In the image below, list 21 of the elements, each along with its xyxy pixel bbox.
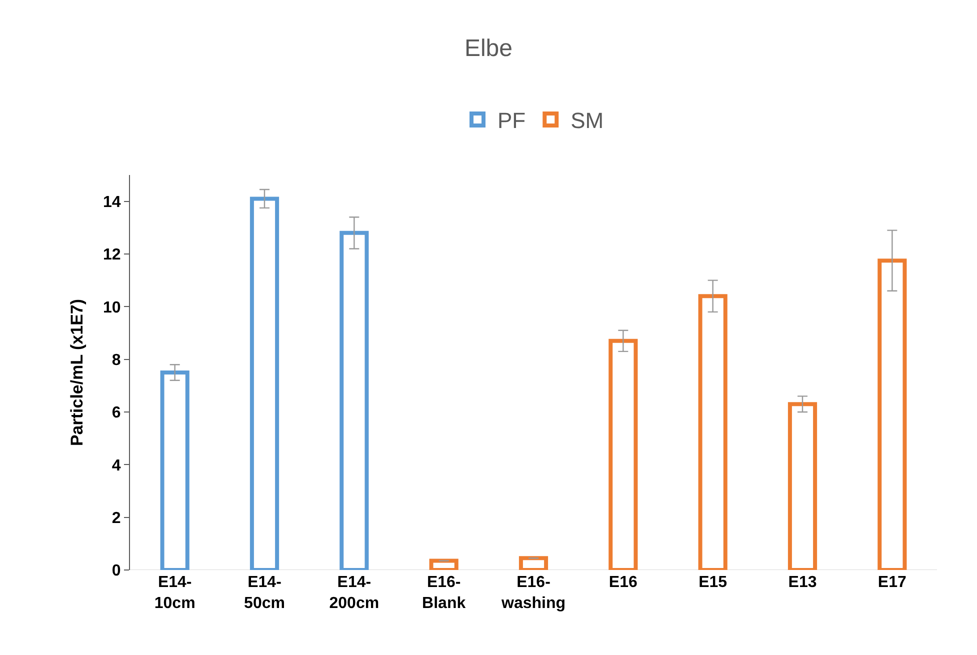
y-tick-label: 8 bbox=[112, 352, 121, 369]
x-tick-label: E16 bbox=[608, 574, 638, 591]
x-tick-label: E15 bbox=[698, 574, 728, 591]
chart-title: Elbe bbox=[464, 35, 513, 62]
x-tick-label: E14- 200cm bbox=[329, 574, 380, 612]
legend-label: PF bbox=[498, 108, 526, 134]
x-tick-label: E16- Blank bbox=[422, 574, 466, 612]
y-tick-label: 14 bbox=[103, 194, 121, 211]
x-tick-label: E13 bbox=[788, 574, 817, 591]
x-tick-label: E17 bbox=[878, 574, 907, 591]
y-tick-label: 10 bbox=[103, 299, 121, 316]
legend-label: SM bbox=[570, 108, 604, 134]
y-tick-label: 12 bbox=[103, 246, 121, 264]
y-axis-title: Particle/mL (x1E7) bbox=[68, 298, 87, 446]
x-tick-label: E14- 10cm bbox=[154, 574, 196, 612]
x-tick-label: E14- 50cm bbox=[244, 574, 285, 612]
y-tick-label: 4 bbox=[112, 457, 121, 474]
y-tick-label: 2 bbox=[112, 510, 121, 527]
x-tick-label: E16- washing bbox=[500, 574, 566, 612]
y-tick-label: 0 bbox=[112, 562, 121, 580]
y-tick-label: 6 bbox=[112, 404, 121, 422]
